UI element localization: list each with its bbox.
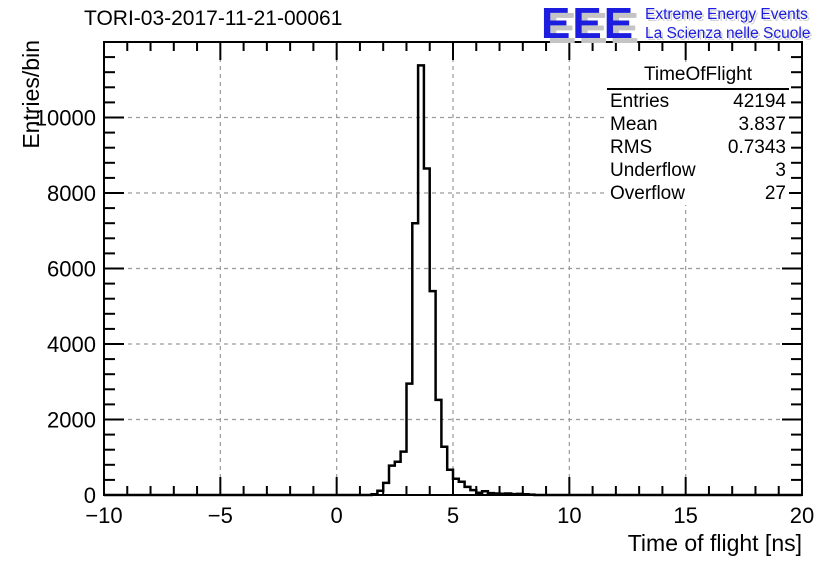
svg-text:−5: −5 (208, 503, 233, 528)
svg-text:−10: −10 (85, 503, 122, 528)
eee-logo-acronym: EEE EEE (541, 0, 642, 53)
eee-logo-line1: Extreme Energy Events (645, 6, 808, 23)
stats-row-entries: Entries 42194 (607, 90, 789, 113)
stats-value: 3.837 (738, 114, 786, 135)
eee-logo-front: EEE (541, 0, 636, 48)
svg-text:10000: 10000 (35, 106, 96, 131)
stats-label: Underflow (610, 160, 696, 181)
stats-row-mean: Mean 3.837 (607, 113, 789, 136)
eee-logo-shadow: EEE (547, 4, 642, 53)
page-title: TORI-03-2017-11-21-00061 (84, 7, 343, 30)
svg-text:4000: 4000 (47, 332, 96, 357)
eee-logo-line2: La Scienza nelle Scuole (645, 25, 811, 42)
y-axis-title: Entries/bin (18, 40, 44, 149)
svg-text:0: 0 (84, 483, 96, 508)
svg-text:10: 10 (557, 503, 581, 528)
svg-text:6000: 6000 (47, 257, 96, 282)
axis-ticks (103, 41, 803, 496)
stats-value: 42194 (733, 91, 786, 112)
svg-text:8000: 8000 (47, 181, 96, 206)
svg-text:0: 0 (331, 503, 343, 528)
axis-tick-labels: −10 −5 0 5 10 15 20 0 2000 4000 6000 8000 10000 (35, 106, 814, 529)
svg-text:5: 5 (447, 503, 459, 528)
stats-box: TimeOfFlight Entries 42194 Mean 3.837 RM… (607, 64, 789, 205)
eee-logo: EEE EEE Extreme Energy Events La Scienza… (541, 0, 810, 53)
stats-row-underflow: Underflow 3 (607, 159, 789, 182)
stats-value: 3 (775, 160, 786, 181)
stats-label: Entries (610, 91, 670, 112)
stats-value: 0.7343 (727, 137, 786, 158)
stats-box-title: TimeOfFlight (607, 64, 789, 90)
stats-value: 27 (764, 183, 786, 204)
eee-logo-text: Extreme Energy Events La Scienza nelle S… (645, 2, 810, 43)
svg-text:20: 20 (790, 503, 814, 528)
plot-frame (103, 41, 803, 496)
stats-label: RMS (610, 137, 653, 158)
stats-label: Overflow (610, 183, 685, 204)
stats-row-overflow: Overflow 27 (607, 182, 789, 205)
svg-text:2000: 2000 (47, 408, 96, 433)
stats-row-rms: RMS 0.7343 (607, 136, 789, 159)
x-axis-title: Time of flight [ns] (627, 530, 802, 556)
stats-label: Mean (610, 114, 658, 135)
svg-text:15: 15 (673, 503, 697, 528)
